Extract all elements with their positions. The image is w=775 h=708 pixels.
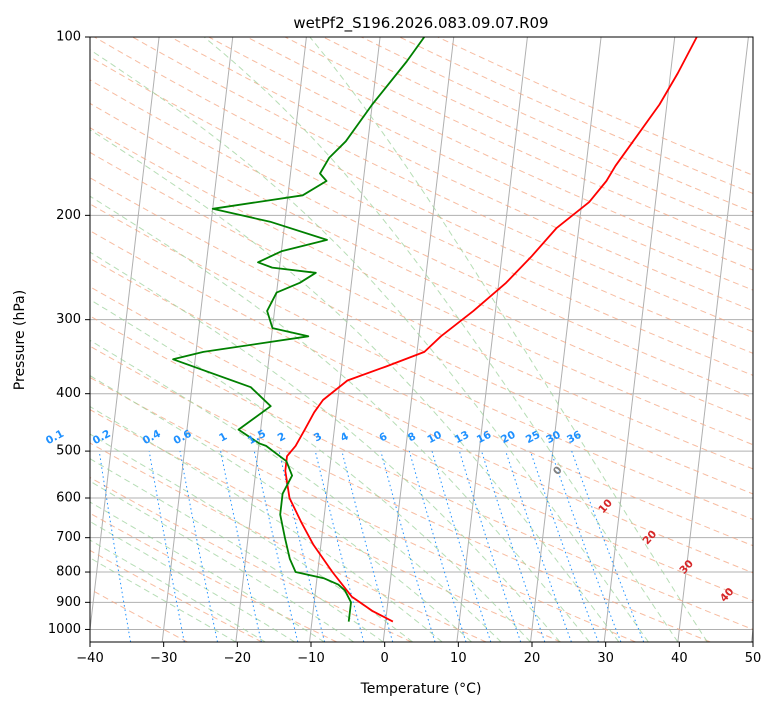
mixing-ratio-line <box>431 450 492 642</box>
moist-adiabat-line <box>90 251 561 642</box>
moist-adiabat-line <box>90 299 531 642</box>
isotherm-gridline <box>382 37 455 642</box>
mixing-ratio-line <box>98 451 132 642</box>
x-tick-label: −40 <box>76 651 103 666</box>
moist-adiabat-line <box>90 480 354 642</box>
x-tick-label: −30 <box>150 651 177 666</box>
dry-adiabat-line <box>437 37 753 176</box>
dry-adiabat-line <box>132 37 753 333</box>
dry-adiabat-line <box>361 37 753 213</box>
dry-adiabat-line <box>94 37 753 354</box>
dry-adiabat-line <box>399 37 753 195</box>
dry-adiabat-line <box>208 37 753 291</box>
moist-adiabat-line <box>309 37 708 642</box>
dry-adiabat-line <box>90 79 753 399</box>
x-tick-label: 10 <box>450 651 467 666</box>
isotherm-gridline <box>235 37 307 642</box>
chart-title: wetPf2_S196.2026.083.09.07.R09 <box>293 14 548 33</box>
dry-adiabat-line <box>170 37 753 312</box>
mixing-ratio-line <box>408 450 467 642</box>
y-tick-label: 100 <box>56 30 81 45</box>
dry-adiabat-line <box>90 56 753 376</box>
moist-adiabat-line <box>203 37 679 642</box>
x-tick-label: 30 <box>597 651 614 666</box>
x-tick-label: 40 <box>671 651 688 666</box>
y-tick-label: 200 <box>56 208 81 223</box>
mixing-ratio-line <box>179 451 218 642</box>
grid-layer <box>90 37 753 642</box>
moist-adiabat-line <box>90 49 649 642</box>
moist-adiabat-line <box>90 458 384 642</box>
tick-layer: −40 −30 −20 −10 0 10 20 30 40 50 100 200 300 400 500 60… <box>48 30 761 667</box>
mixing-ratio-line <box>314 450 365 642</box>
y-tick-label: 1000 <box>48 622 81 637</box>
y-axis-title: Pressure (hPa) <box>12 290 28 390</box>
moist-adiabat-line <box>90 195 590 642</box>
moist-adiabat-line <box>90 375 472 642</box>
dry-adiabat-line <box>284 37 753 251</box>
isotherm-gridline <box>677 37 749 642</box>
dry-adiabat-line <box>90 512 337 642</box>
mixing-ratio-line <box>380 450 436 642</box>
dry-adiabat-line <box>322 37 753 232</box>
isotherm-gridline <box>90 37 160 634</box>
x-tick-label: −20 <box>224 651 251 666</box>
x-axis-title: Temperature (°C) <box>360 681 482 697</box>
dry-adiabat-line <box>90 127 753 446</box>
isotherm-gridline <box>161 37 234 642</box>
curve-layer <box>172 37 698 623</box>
mixing-ratio-line <box>253 450 299 642</box>
dry-adiabat-line <box>246 37 753 271</box>
dry-adiabat-line <box>90 286 753 602</box>
y-tick-label: 900 <box>56 595 81 610</box>
mixing-ratio-line <box>481 450 546 642</box>
dry-adiabat-line <box>90 409 561 642</box>
y-tick-label: 700 <box>56 530 81 545</box>
temperature-profile-line <box>284 37 698 623</box>
mixing-ratio-line <box>148 451 185 642</box>
mixing-ratio-line <box>278 450 326 642</box>
y-tick-label: 400 <box>56 386 81 401</box>
dry-adiabat-line <box>90 102 753 422</box>
mixing-ratio-line <box>220 451 262 642</box>
y-tick-label: 300 <box>56 312 81 327</box>
y-tick-label: 800 <box>56 565 81 580</box>
x-tick-label: −10 <box>297 651 324 666</box>
plot-frame <box>89 36 754 643</box>
x-tick-label: 20 <box>524 651 541 666</box>
isotherm-gridline <box>456 37 528 642</box>
isotherm-gridline <box>309 37 381 642</box>
moist-adiabat-line <box>90 339 502 642</box>
x-tick-label: 50 <box>745 651 762 666</box>
mixing-ratio-line <box>458 450 522 642</box>
y-tick-label: 600 <box>56 491 81 506</box>
dry-adiabat-line <box>90 315 753 630</box>
y-tick-label: 500 <box>56 444 81 459</box>
x-tick-label: 0 <box>381 651 389 666</box>
dewpoint-profile-line <box>172 37 426 622</box>
